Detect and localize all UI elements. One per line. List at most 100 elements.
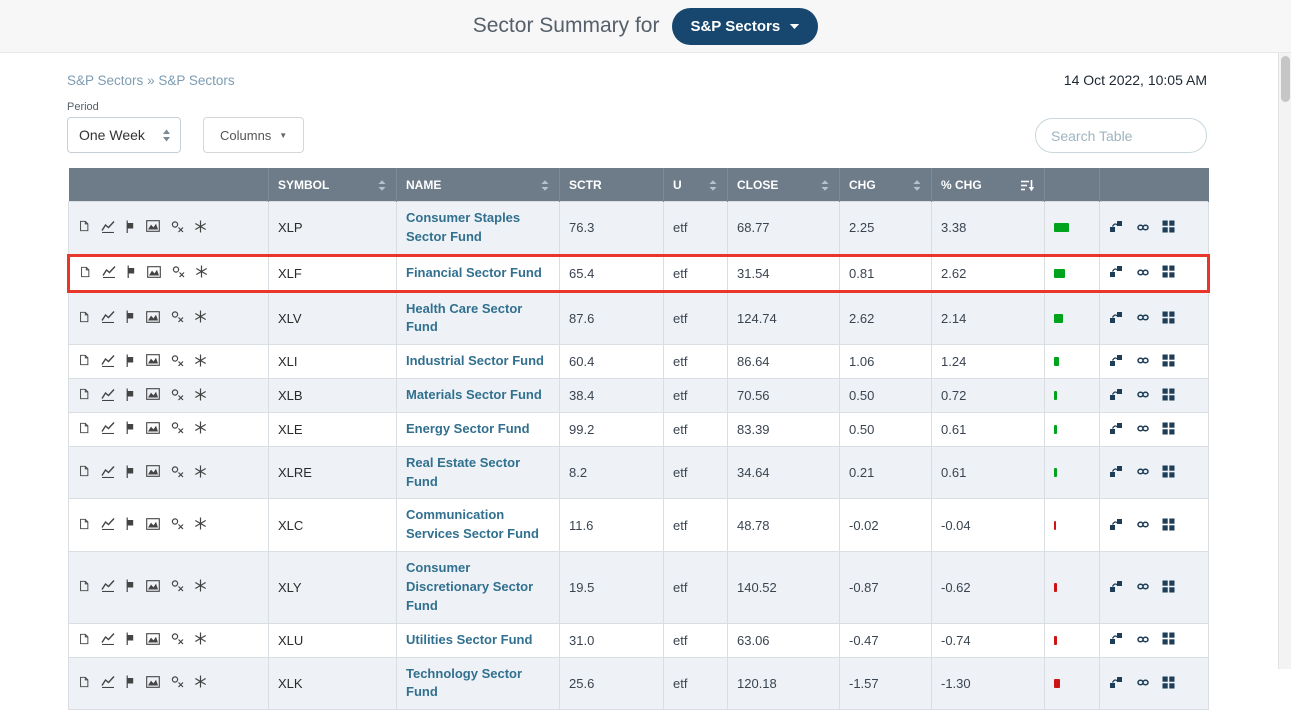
candlestick-chart-icon[interactable] [126,265,136,281]
pnf-chart-icon[interactable] [171,517,184,533]
seasonality-icon[interactable] [194,220,207,236]
candleglance-icon[interactable] [1162,220,1175,236]
fund-name-link[interactable]: Financial Sector Fund [406,264,542,280]
compare-icon[interactable] [1136,354,1150,369]
gallery-chart-icon[interactable] [146,220,160,235]
search-input[interactable] [1035,118,1207,153]
sort-descending-icon[interactable] [1020,179,1035,192]
fund-name-link[interactable]: Materials Sector Fund [406,387,542,403]
note-icon[interactable] [78,632,90,649]
line-chart-icon[interactable] [101,220,115,236]
candlestick-chart-icon[interactable] [125,675,135,691]
seasonality-icon[interactable] [194,388,207,404]
rrg-icon[interactable] [1109,311,1123,327]
compare-icon[interactable] [1136,633,1150,648]
note-icon[interactable] [79,265,91,282]
scrollbar[interactable] [1278,53,1291,669]
candleglance-icon[interactable] [1162,388,1175,404]
gallery-chart-icon[interactable] [146,632,160,648]
compare-icon[interactable] [1136,676,1150,691]
pnf-chart-icon[interactable] [171,220,184,236]
candlestick-chart-icon[interactable] [125,354,135,370]
seasonality-icon[interactable] [194,632,207,648]
header-cell-close[interactable]: CLOSE [727,168,840,202]
candleglance-icon[interactable] [1162,518,1175,534]
pnf-chart-icon[interactable] [171,465,184,481]
header-cell-pct-chg[interactable]: % CHG [931,168,1045,202]
gallery-chart-icon[interactable] [146,465,160,480]
compare-icon[interactable] [1136,311,1150,326]
line-chart-icon[interactable] [101,354,115,370]
pnf-chart-icon[interactable] [171,310,184,326]
line-chart-icon[interactable] [101,388,115,404]
fund-name-link[interactable]: Communication Services Sector Fund [406,507,539,542]
pnf-chart-icon[interactable] [172,265,185,281]
candleglance-icon[interactable] [1162,354,1175,370]
compare-icon[interactable] [1136,388,1150,403]
rrg-icon[interactable] [1109,632,1123,648]
gallery-chart-icon[interactable] [146,422,160,437]
header-cell-chg[interactable]: CHG [839,168,932,202]
line-chart-icon[interactable] [101,579,115,595]
pnf-chart-icon[interactable] [171,632,184,648]
breadcrumb-link-first[interactable]: S&P Sectors [67,72,144,88]
header-cell-symbol[interactable]: SYMBOL [268,168,397,202]
line-chart-icon[interactable] [101,310,115,326]
pnf-chart-icon[interactable] [171,579,184,595]
sector-group-dropdown[interactable]: S&P Sectors [672,7,819,45]
rrg-icon[interactable] [1109,580,1123,596]
compare-icon[interactable] [1136,580,1150,595]
candlestick-chart-icon[interactable] [125,310,135,326]
fund-name-link[interactable]: Health Care Sector Fund [406,300,523,335]
compare-icon[interactable] [1136,221,1150,236]
gallery-chart-icon[interactable] [147,265,161,281]
seasonality-icon[interactable] [194,421,207,437]
rrg-icon[interactable] [1109,388,1123,404]
seasonality-icon[interactable] [194,579,207,595]
sort-icon[interactable] [912,179,922,192]
line-chart-icon[interactable] [101,517,115,533]
header-cell-name[interactable]: NAME [396,168,560,202]
fund-name-link[interactable]: Utilities Sector Fund [406,631,533,647]
rrg-icon[interactable] [1109,354,1123,370]
candleglance-icon[interactable] [1162,676,1175,692]
compare-icon[interactable] [1136,266,1150,281]
rrg-icon[interactable] [1109,518,1123,534]
seasonality-icon[interactable] [194,310,207,326]
sort-icon[interactable] [540,179,550,192]
gallery-chart-icon[interactable] [146,311,160,326]
compare-icon[interactable] [1136,422,1150,437]
header-cell-sctr[interactable]: SCTR [559,168,664,202]
pnf-chart-icon[interactable] [171,675,184,691]
note-icon[interactable] [78,464,90,481]
seasonality-icon[interactable] [194,675,207,691]
note-icon[interactable] [78,310,90,327]
pnf-chart-icon[interactable] [171,354,184,370]
candlestick-chart-icon[interactable] [125,465,135,481]
gallery-chart-icon[interactable] [146,388,160,403]
line-chart-icon[interactable] [101,421,115,437]
rrg-icon[interactable] [1109,676,1123,692]
gallery-chart-icon[interactable] [146,676,160,691]
note-icon[interactable] [78,353,90,370]
line-chart-icon[interactable] [101,465,115,481]
rrg-icon[interactable] [1109,220,1123,236]
seasonality-icon[interactable] [194,354,207,370]
fund-name-link[interactable]: Real Estate Sector Fund [406,454,521,489]
sort-icon[interactable] [708,179,718,192]
candlestick-chart-icon[interactable] [125,632,135,648]
note-icon[interactable] [78,387,90,404]
sort-icon[interactable] [377,179,387,192]
rrg-icon[interactable] [1109,465,1123,481]
line-chart-icon[interactable] [101,675,115,691]
rrg-icon[interactable] [1109,422,1123,438]
note-icon[interactable] [78,219,90,236]
compare-icon[interactable] [1136,518,1150,533]
candlestick-chart-icon[interactable] [125,579,135,595]
candlestick-chart-icon[interactable] [125,388,135,404]
candlestick-chart-icon[interactable] [125,220,135,236]
compare-icon[interactable] [1136,465,1150,480]
candleglance-icon[interactable] [1162,465,1175,481]
fund-name-link[interactable]: Industrial Sector Fund [406,353,544,369]
scrollbar-thumb[interactable] [1281,56,1290,102]
